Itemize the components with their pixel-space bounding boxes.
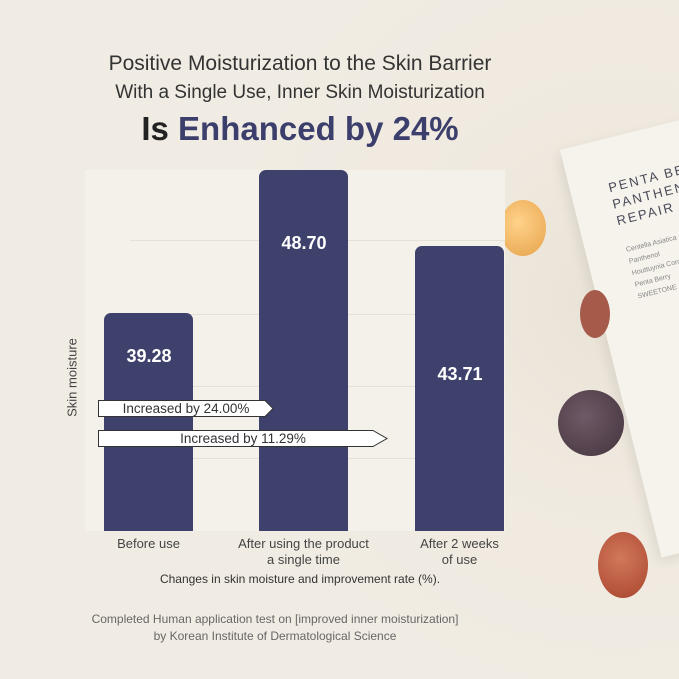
x-tick-label-line: a single time xyxy=(267,552,340,567)
annotation-label: Increased by 11.29% xyxy=(180,431,306,446)
headline: Is Enhanced by 24% xyxy=(0,110,600,148)
headline-prefix: Is xyxy=(141,110,179,147)
title-line-2: With a Single Use, Inner Skin Moisturiza… xyxy=(115,82,485,103)
data-label: 43.71 xyxy=(437,364,483,384)
data-label: 39.28 xyxy=(126,346,172,367)
x-tick-label-line: of use xyxy=(441,552,478,567)
annotation-label: Increased by 24.00% xyxy=(122,401,250,416)
blackberry-image xyxy=(558,390,624,456)
bar xyxy=(104,313,193,531)
headline-accent: Enhanced by 24% xyxy=(178,110,459,147)
annotation-arrow: Increased by 24.00% xyxy=(98,400,274,417)
goji-berry-image xyxy=(598,532,648,598)
red-berry-image xyxy=(580,290,610,338)
x-tick-label-line: After 2 weeks xyxy=(420,536,499,551)
data-label: 48.70 xyxy=(281,233,327,253)
product-name: PENTA BERRY PANTHENOL REPAIR CREAM xyxy=(607,150,679,229)
product-tube-image: PENTA BERRY PANTHENOL REPAIR CREAM Cente… xyxy=(560,104,679,558)
x-tick-label: Before use xyxy=(69,536,229,552)
x-tick-label: After using the product a single time xyxy=(224,536,384,568)
product-ingredients: Centella Asiatica Panthenol Houttuynia C… xyxy=(625,231,679,304)
y-axis-label: Skin moisture xyxy=(64,338,80,417)
bar xyxy=(259,170,348,531)
x-tick-label-line: After using the product xyxy=(238,536,369,551)
title-line-1: Positive Moisturization to the Skin Barr… xyxy=(108,52,492,75)
footer-line-1: Completed Human application test on [imp… xyxy=(91,612,459,626)
annotation-arrow: Increased by 11.29% xyxy=(98,430,388,447)
bar xyxy=(415,246,504,531)
x-tick-label-line: Before use xyxy=(117,536,180,551)
x-axis-label: Changes in skin moisture and improvement… xyxy=(159,572,441,586)
footer-line-2: by Korean Institute of Dermatological Sc… xyxy=(153,629,397,643)
x-tick-label: After 2 weeks of use xyxy=(380,536,540,568)
yellow-berry-image xyxy=(500,200,546,256)
